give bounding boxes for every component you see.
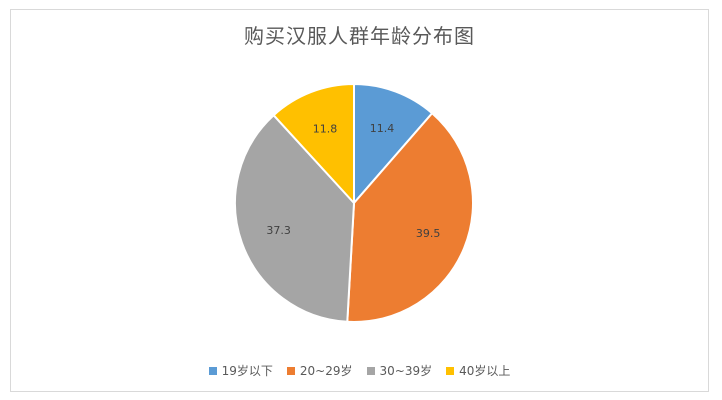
- legend-swatch-1: [208, 366, 217, 375]
- data-label-4: 11.8: [313, 122, 338, 135]
- legend-label-2: 20~29岁: [299, 364, 353, 378]
- legend-item-4: 40岁以上: [446, 362, 510, 379]
- legend-swatch-4: [446, 366, 455, 375]
- legend-item-1: 19岁以下: [208, 362, 273, 379]
- legend-swatch-3: [366, 366, 375, 375]
- data-label-1: 11.4: [370, 122, 395, 135]
- pie-slice-1: [353, 82, 434, 206]
- pie-slice-3: [234, 113, 356, 323]
- legend-item-2: 20~29岁: [286, 362, 353, 379]
- data-label-3: 37.3: [266, 224, 291, 237]
- chart-title: 购买汉服人群年龄分布图: [244, 24, 475, 48]
- legend-swatch-2: [286, 366, 295, 375]
- data-label-2: 39.5: [416, 227, 441, 240]
- legend-label-1: 19岁以下: [221, 364, 273, 378]
- legend-item-3: 30~39岁: [366, 362, 433, 379]
- chart-legend: 19岁以下 20~29岁 30~39岁 40岁以上: [11, 362, 708, 379]
- legend-label-3: 30~39岁: [379, 364, 433, 378]
- pie-chart: 11.4 39.5 37.3 11.8: [234, 82, 474, 323]
- chart-area: 购买汉服人群年龄分布图 11.4 39.5 37.3 11.8 19岁以下 20~29岁…: [10, 9, 709, 392]
- pie-slice-2: [346, 111, 474, 323]
- legend-label-4: 40岁以上: [459, 364, 511, 378]
- pie-slice-4: [272, 82, 355, 206]
